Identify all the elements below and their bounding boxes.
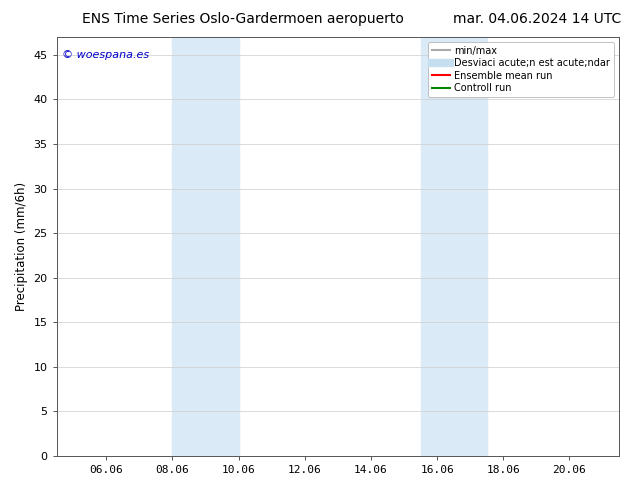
Y-axis label: Precipitation (mm/6h): Precipitation (mm/6h): [15, 182, 28, 311]
Text: © woespana.es: © woespana.es: [62, 49, 150, 60]
Legend: min/max, Desviaci acute;n est acute;ndar, Ensemble mean run, Controll run: min/max, Desviaci acute;n est acute;ndar…: [428, 42, 614, 97]
Text: ENS Time Series Oslo-Gardermoen aeropuerto: ENS Time Series Oslo-Gardermoen aeropuer…: [82, 12, 404, 26]
Bar: [420, 37, 487, 456]
Text: mar. 04.06.2024 14 UTC: mar. 04.06.2024 14 UTC: [453, 12, 621, 26]
Bar: [172, 37, 238, 456]
